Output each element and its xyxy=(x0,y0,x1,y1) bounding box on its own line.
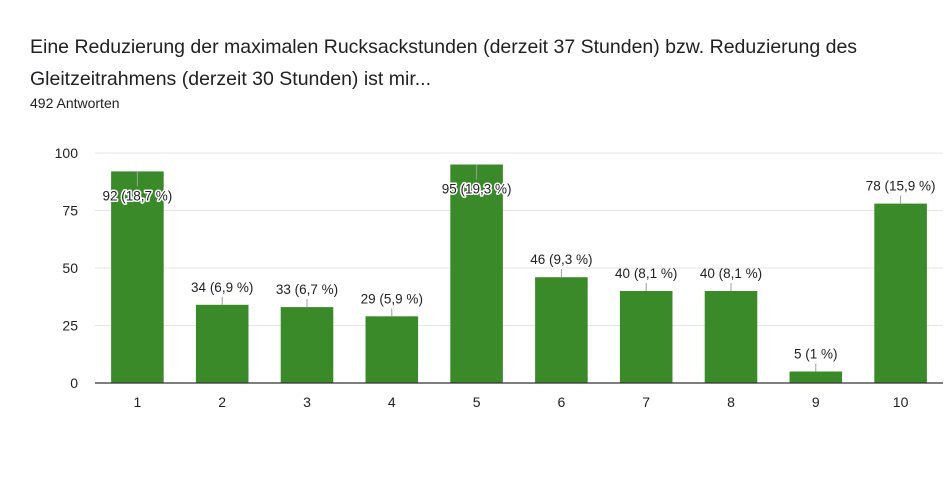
bar xyxy=(874,203,927,383)
label-leaders xyxy=(136,164,902,372)
y-tick-label: 75 xyxy=(62,203,78,219)
bar xyxy=(704,291,758,383)
bar xyxy=(195,304,249,383)
data-label: 92 (18,7 %) xyxy=(103,188,173,203)
x-tick-label: 3 xyxy=(303,394,311,410)
x-tick-label: 1 xyxy=(134,394,142,410)
bar xyxy=(789,371,843,383)
data-label: 46 (9,3 %) xyxy=(530,252,592,267)
data-label: 78 (15,9 %) xyxy=(866,179,936,194)
x-tick-label: 5 xyxy=(473,394,481,410)
x-tick-label: 10 xyxy=(893,394,909,410)
x-tick-label: 9 xyxy=(812,394,820,410)
y-tick-label: 100 xyxy=(55,145,79,161)
response-count: 492 Antworten xyxy=(30,95,120,111)
y-tick-label: 50 xyxy=(62,260,78,276)
question-title: Eine Reduzierung der maximalen Rucksacks… xyxy=(30,36,858,90)
x-tick-label: 4 xyxy=(388,394,396,410)
x-tick-label: 8 xyxy=(727,394,735,410)
bar xyxy=(535,277,588,383)
data-label: 29 (5,9 %) xyxy=(361,291,423,306)
y-tick-label: 0 xyxy=(70,375,78,391)
data-label: 34 (6,9 %) xyxy=(191,280,253,295)
bar xyxy=(280,307,334,383)
x-axis-ticks: 1 2 3 4 5 6 7 8 9 10 xyxy=(134,394,909,410)
bar xyxy=(619,291,673,383)
data-label: 40 (8,1 %) xyxy=(615,266,677,281)
data-label: 40 (8,1 %) xyxy=(700,266,762,281)
data-label: 95 (19,3 %) xyxy=(442,182,512,197)
data-labels: 92 (18,7 %) 34 (6,9 %) 33 (6,7 %) 29 (5,9 %… xyxy=(101,179,936,362)
data-label: 33 (6,7 %) xyxy=(276,282,338,297)
x-tick-label: 6 xyxy=(558,394,566,410)
bars xyxy=(111,164,927,383)
bar xyxy=(365,316,419,383)
y-axis-ticks: 0 25 50 75 100 xyxy=(55,145,79,391)
data-label: 5 (1 %) xyxy=(794,347,838,362)
bar xyxy=(111,171,164,383)
x-tick-label: 2 xyxy=(218,394,226,410)
bar xyxy=(450,164,503,383)
y-tick-label: 25 xyxy=(62,318,78,334)
x-tick-label: 7 xyxy=(642,394,650,410)
